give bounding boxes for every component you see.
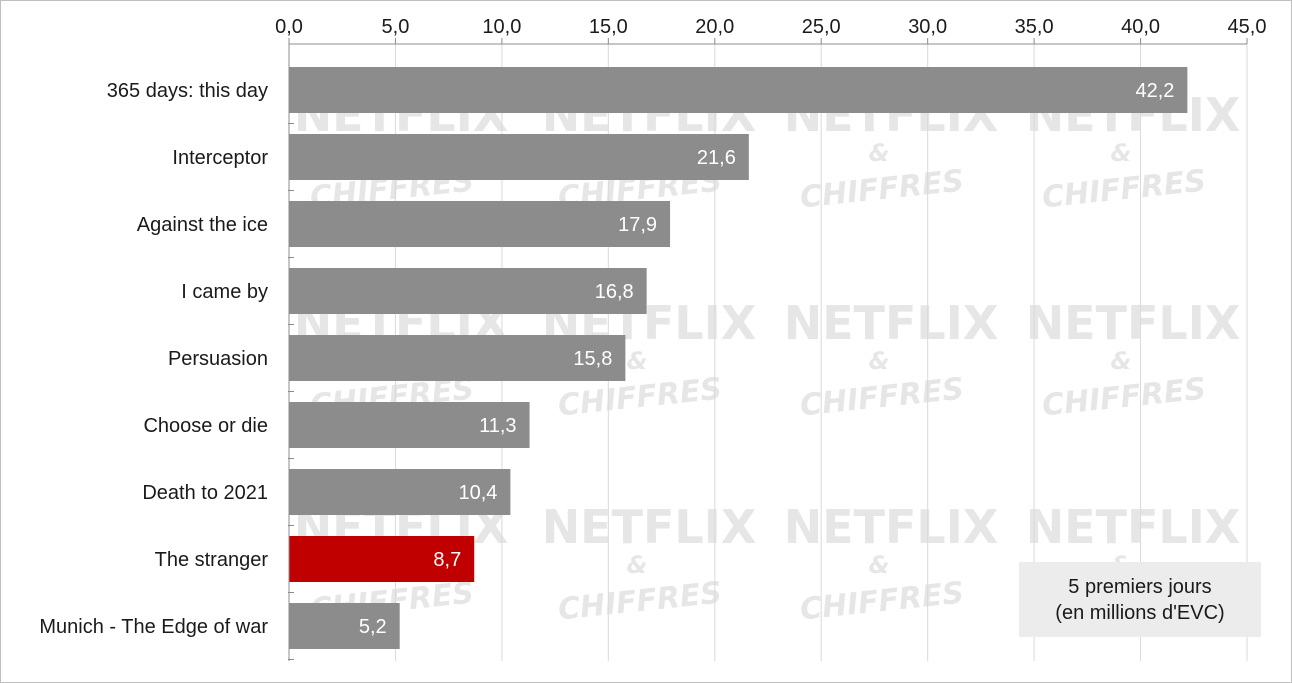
bar-value-label: 16,8 (595, 281, 634, 303)
category-label: Munich - The Edge of war (39, 616, 268, 638)
bar (289, 201, 671, 247)
x-tick-label: 10,0 (482, 16, 521, 38)
bar (289, 134, 749, 180)
chart-note-box: 5 premiers jours (en millions d'EVC) (1019, 562, 1261, 637)
watermark-logo: NETFLIX&CHIFFRES (1026, 296, 1241, 424)
category-label: I came by (181, 281, 268, 303)
watermark-logo: NETFLIX&CHIFFRES (784, 500, 999, 628)
bar-value-label: 42,2 (1135, 80, 1174, 102)
category-label: 365 days: this day (107, 80, 268, 102)
x-tick-label: 5,0 (382, 16, 410, 38)
bar-value-label: 5,2 (359, 616, 387, 638)
watermark-word-1: NETFLIX (784, 500, 999, 554)
note-line-2: (en millions d'EVC) (1055, 601, 1225, 624)
watermark-word-2: & (1111, 139, 1132, 167)
bar-value-label: 8,7 (433, 549, 461, 571)
watermark-word-2: & (1111, 347, 1132, 375)
bar-value-label: 21,6 (697, 147, 736, 169)
bar-value-label: 11,3 (479, 415, 516, 437)
bars-layer: 42,2 21,6 17,9 16,8 15,8 11,3 10,4 8,7 5,2 (289, 67, 1188, 649)
x-tick-label: 40,0 (1121, 16, 1160, 38)
bar (289, 469, 511, 515)
bar (289, 335, 626, 381)
x-tick-label: 35,0 (1015, 16, 1054, 38)
watermark-word-1: NETFLIX (542, 500, 757, 554)
watermark-word-3: CHIFFRES (798, 576, 965, 628)
watermark-word-3: CHIFFRES (798, 372, 965, 424)
category-label: Persuasion (168, 348, 268, 370)
category-label: The stranger (155, 549, 269, 571)
x-tick-label: 0,0 (275, 16, 303, 38)
note-line-1: 5 premiers jours (1068, 575, 1212, 598)
watermark-word-3: CHIFFRES (556, 576, 723, 628)
axis-layer: 0,0 5,0 10,0 15,0 20,0 25,0 30,0 35,0 40,0 45,0 36… (39, 16, 1266, 661)
x-tick-label: 15,0 (589, 16, 628, 38)
bar-highlighted (289, 536, 475, 582)
watermark-word-1: NETFLIX (1026, 296, 1241, 350)
x-tick-label: 25,0 (802, 16, 841, 38)
bar (289, 603, 400, 649)
bar (289, 268, 647, 314)
x-tick-label: 20,0 (695, 16, 734, 38)
x-tick-label: 30,0 (908, 16, 947, 38)
watermark-logo: NETFLIX&CHIFFRES (784, 296, 999, 424)
bar-value-label: 10,4 (458, 482, 497, 504)
watermark-word-3: CHIFFRES (1040, 164, 1207, 216)
watermark-word-3: CHIFFRES (1040, 372, 1207, 424)
watermark-logo: NETFLIX&CHIFFRES (542, 500, 757, 628)
category-label: Choose or die (143, 415, 268, 437)
category-label: Against the ice (137, 214, 268, 236)
category-label: Interceptor (172, 147, 268, 169)
bar (289, 402, 530, 448)
x-tick-label: 45,0 (1228, 16, 1267, 38)
watermark-word-2: & (627, 551, 648, 579)
bar (289, 67, 1188, 113)
bar-value-label: 15,8 (573, 348, 612, 370)
bar-value-label: 17,9 (618, 214, 657, 236)
watermark-word-1: NETFLIX (784, 296, 999, 350)
watermark-word-2: & (869, 139, 890, 167)
watermark-word-2: & (869, 347, 890, 375)
watermark-word-2: & (869, 551, 890, 579)
watermark-word-3: CHIFFRES (798, 164, 965, 216)
category-label: Death to 2021 (142, 482, 268, 504)
watermark-word-1: NETFLIX (1026, 500, 1241, 554)
watermark-word-2: & (627, 347, 648, 375)
